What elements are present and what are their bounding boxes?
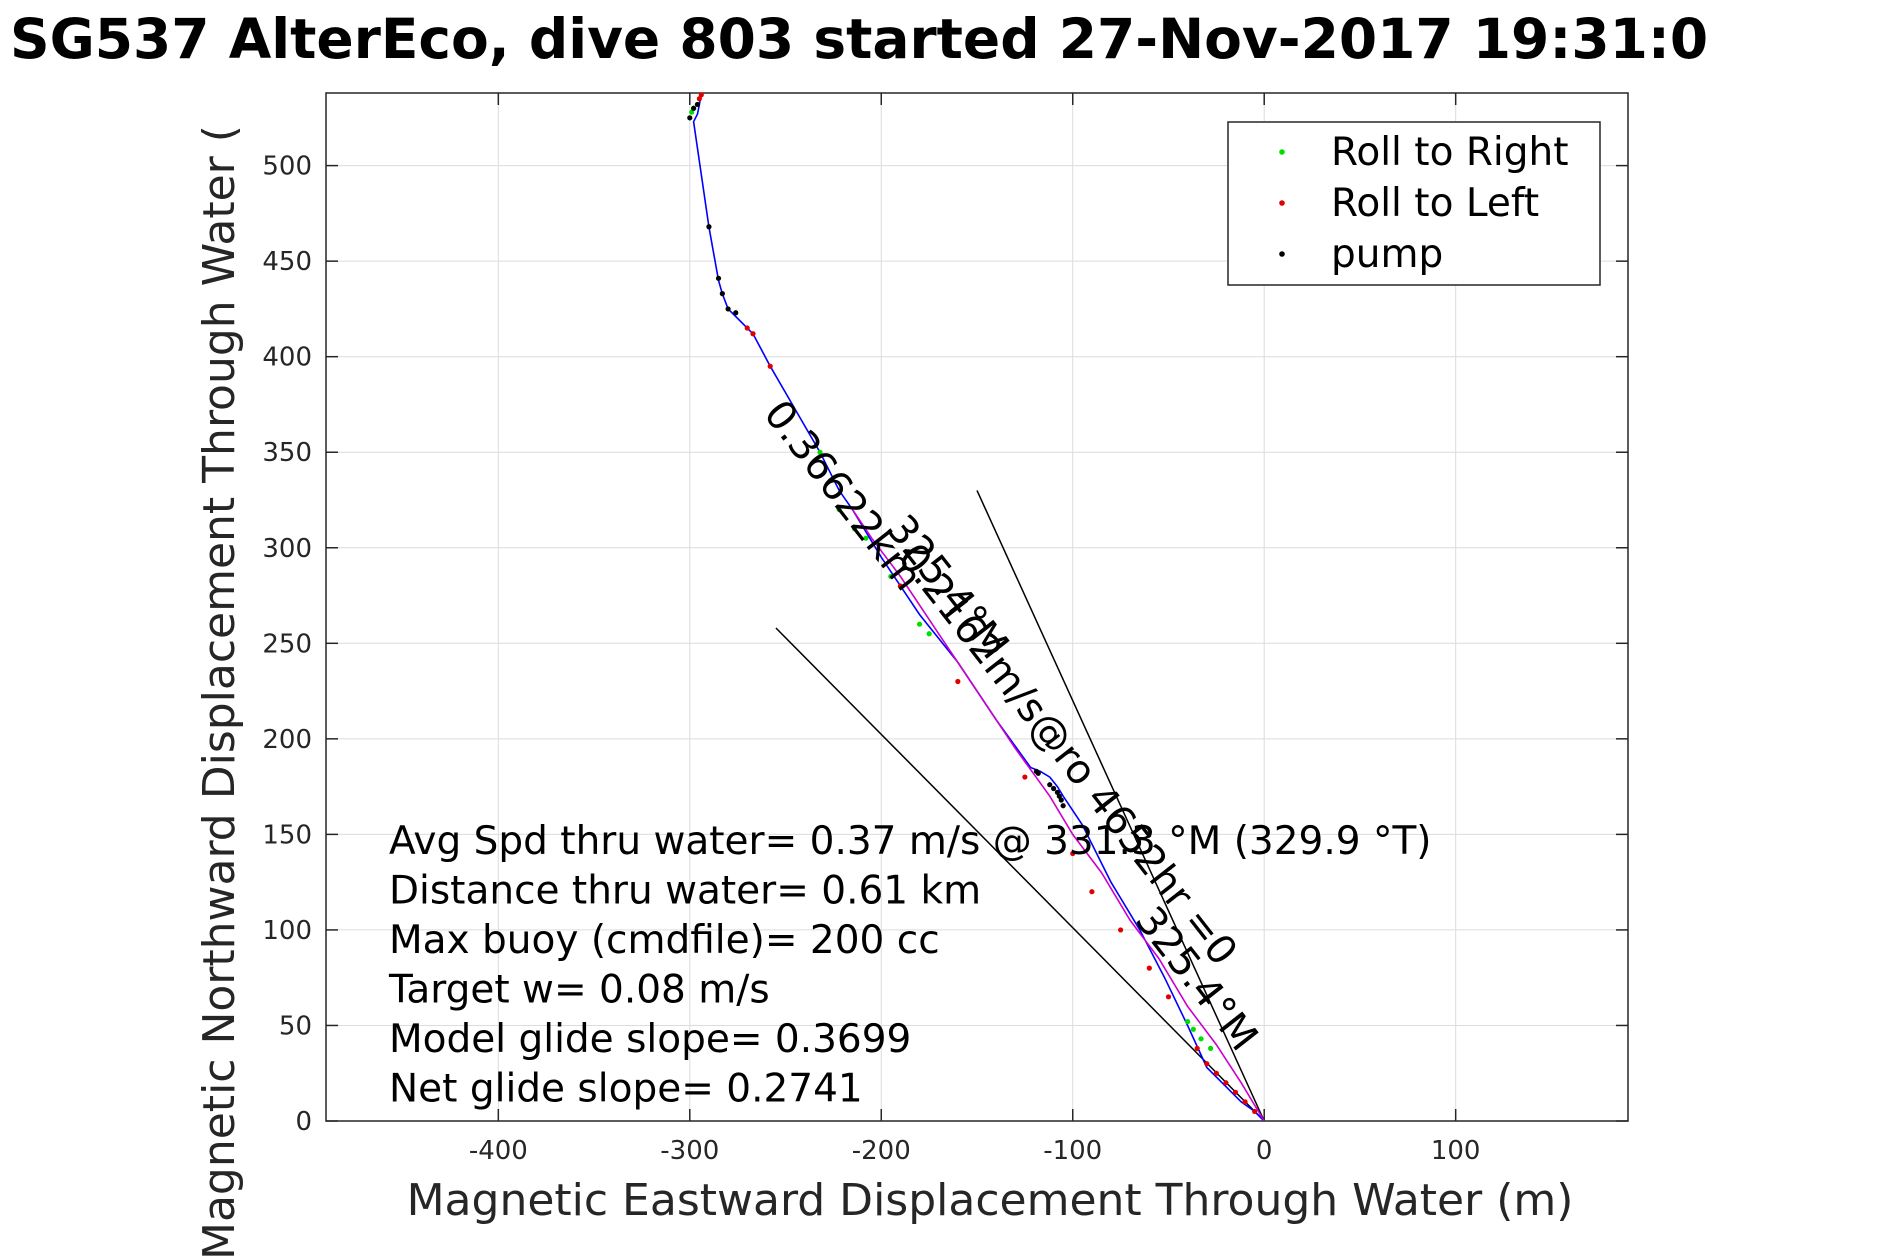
- y-tick-label: 250: [262, 629, 312, 659]
- x-tick-label: -200: [852, 1136, 911, 1166]
- x-tick-label: -400: [469, 1136, 528, 1166]
- roll-right-point: [926, 631, 932, 637]
- roll-right-point: [1207, 1045, 1214, 1051]
- roll-right-point: [888, 573, 894, 580]
- y-tick-label: 150: [262, 820, 312, 850]
- roll-right-point: [836, 506, 842, 513]
- y-tick-label: 450: [262, 247, 312, 277]
- roll-left-point: [1070, 850, 1076, 857]
- roll-left-point: [1232, 1089, 1239, 1095]
- roll-left-point: [767, 363, 773, 369]
- y-tick-label: 400: [262, 343, 312, 373]
- legend-marker: [1279, 251, 1285, 257]
- roll-right-point: [1190, 1026, 1196, 1032]
- roll-left-point: [744, 325, 750, 331]
- legend-marker: [1279, 149, 1285, 155]
- reference-line: [775, 627, 1265, 1122]
- pump-point: [1050, 785, 1057, 792]
- legend-label: Roll to Right: [1331, 130, 1569, 175]
- stats-annotation: Avg Spd thru water= 0.37 m/s @ 331.3 °M …: [388, 819, 1432, 1112]
- y-tick-label: 500: [262, 152, 312, 182]
- roll-right-point: [1185, 1019, 1191, 1025]
- legend-label: Roll to Left: [1331, 181, 1539, 226]
- pump-point: [725, 306, 731, 312]
- roll-left-point: [698, 92, 704, 98]
- roll-left-point: [1089, 889, 1095, 895]
- legend-label: pump: [1331, 232, 1443, 277]
- roll-left-point: [1252, 1108, 1258, 1115]
- x-tick-label: -100: [1043, 1136, 1102, 1166]
- pump-point: [691, 105, 697, 111]
- series-line-dive-heading: [851, 509, 1265, 1122]
- pump-point: [733, 310, 739, 316]
- pump-point: [715, 275, 722, 281]
- reference-lines: [775, 490, 1265, 1122]
- y-tick-label: 300: [262, 534, 312, 564]
- plot-frame: [325, 92, 1629, 1122]
- roll-right-point: [1198, 1036, 1204, 1042]
- roll-left-point: [1223, 1080, 1229, 1086]
- roll-right-point: [863, 535, 869, 541]
- reference-line: [976, 490, 1265, 1122]
- x-tick-label: -300: [660, 1136, 719, 1166]
- roll-left-point: [1242, 1099, 1248, 1105]
- pump-point: [1054, 789, 1061, 795]
- roll-left-point: [1146, 965, 1152, 971]
- series-lines: [692, 92, 1265, 1122]
- roll-left-point: [750, 331, 756, 337]
- x-tick-label: 100: [1431, 1136, 1481, 1166]
- pump-point: [1033, 768, 1039, 774]
- pump-point: [687, 115, 693, 121]
- y-tick-label: 50: [279, 1011, 312, 1041]
- stats-line: Net glide slope= 0.2741: [389, 1067, 863, 1112]
- chart-title: SG537 AlterEco, dive 803 started 27-Nov-…: [10, 7, 1708, 71]
- pump-point: [694, 101, 701, 108]
- pump-point: [706, 224, 712, 230]
- y-axis-label: Magnetic Northward Displacement Through …: [194, 125, 245, 1260]
- roll-right-point: [817, 449, 823, 455]
- stats-line: Model glide slope= 0.3699: [389, 1017, 911, 1062]
- stats-line: Max buoy (cmdfile)= 200 cc: [389, 918, 940, 963]
- legend-box: [1227, 121, 1601, 286]
- stats-line: Target w= 0.08 m/s: [388, 968, 770, 1013]
- roll-left-point: [1204, 1061, 1210, 1067]
- roll-right-point: [916, 621, 923, 627]
- y-tick-label: 350: [262, 438, 312, 468]
- x-axis-label: Magnetic Eastward Displacement Through W…: [407, 1175, 1574, 1226]
- y-tick-label: 0: [295, 1107, 312, 1137]
- roll-left-point: [1213, 1070, 1219, 1076]
- x-tick-label: 0: [1256, 1136, 1273, 1166]
- roll-left-point: [1165, 994, 1172, 1000]
- roll-left-point: [897, 583, 904, 589]
- y-tick-label: 100: [262, 916, 312, 946]
- legend-marker: [1279, 200, 1285, 206]
- roll-left-point: [1022, 774, 1028, 780]
- y-tick-label: 200: [262, 725, 312, 755]
- roll-left-point: [1194, 1045, 1200, 1051]
- data-points: [687, 92, 1258, 1115]
- pump-point: [1047, 782, 1053, 788]
- stats-line: Distance thru water= 0.61 km: [389, 869, 981, 914]
- legend: Roll to Right Roll to Left pump: [1227, 121, 1601, 286]
- stats-line: Avg Spd thru water= 0.37 m/s @ 331.3 °M …: [389, 819, 1432, 864]
- pump-point: [719, 291, 725, 297]
- roll-left-point: [1118, 927, 1124, 933]
- pump-point: [1060, 803, 1066, 809]
- axis-ticks: -400 -300 -200 -100 0 100 0 50 100 150 200 250 300 35…: [262, 93, 1628, 1166]
- roll-right-point: [851, 526, 858, 532]
- roll-left-point: [955, 678, 961, 685]
